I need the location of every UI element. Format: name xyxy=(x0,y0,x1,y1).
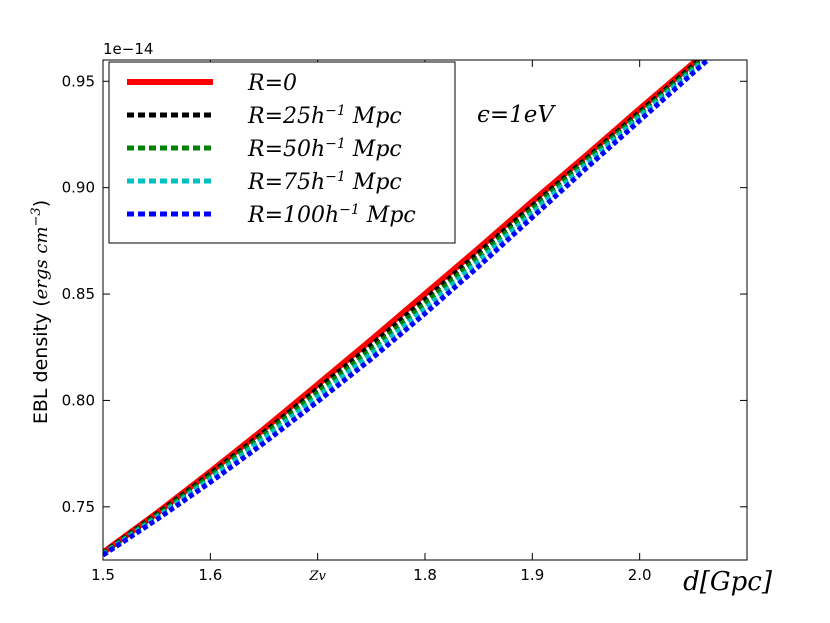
y-axis-label-exp: −3 xyxy=(29,207,44,226)
y-offset-text: 1e−14 xyxy=(103,40,153,58)
x-tick-label-4: 1.9 xyxy=(520,566,544,584)
series-line-1 xyxy=(103,60,704,556)
x-axis-label: d[Gpc] xyxy=(683,567,773,597)
legend-label-1: R=25h−1 Mpc xyxy=(247,103,402,129)
x-tick-label-0: 1.5 xyxy=(91,566,115,584)
legend-label-3: R=75h−1 Mpc xyxy=(247,169,402,195)
series-layer xyxy=(103,60,712,558)
series-line-3 xyxy=(103,60,708,557)
legend: R=0 R=25h−1 Mpc R=50h−1 Mpc R=75h−1 Mpc R=10… xyxy=(108,61,456,244)
y-tick-label-3: 0.90 xyxy=(62,179,95,197)
plot-frame xyxy=(102,59,748,561)
x-tick-label-1: 1.6 xyxy=(198,566,222,584)
y-tick-label-0: 0.75 xyxy=(62,498,95,516)
x-axis-ticks: 1.5 1.6 Zv 1.8 1.9 2.0 xyxy=(91,60,652,584)
y-axis-label: EBL density (ergs cm−3) xyxy=(29,200,53,424)
energy-annotation: ϵ=1eV xyxy=(477,102,556,128)
y-tick-label-4: 0.95 xyxy=(62,72,95,90)
legend-entries: R=0 R=25h−1 Mpc R=50h−1 Mpc R=75h−1 Mpc R=10… xyxy=(127,71,416,228)
y-axis-ticks: 0.75 0.80 0.85 0.90 0.95 xyxy=(62,72,747,516)
y-tick-label-2: 0.85 xyxy=(62,285,95,303)
legend-label-0: R=0 xyxy=(247,71,297,96)
y-axis-label-text: EBL density ( xyxy=(30,299,52,424)
x-tick-label-3: 1.8 xyxy=(413,566,437,584)
y-tick-label-1: 0.80 xyxy=(62,391,95,409)
legend-label-4: R=100h−1 Mpc xyxy=(247,202,416,228)
legend-label-2: R=50h−1 Mpc xyxy=(247,136,402,162)
y-axis-label-math: ergs cm xyxy=(31,226,52,299)
y-axis-label-close: ) xyxy=(30,200,52,207)
series-line-4 xyxy=(103,60,712,558)
x-tick-label-2: Zv xyxy=(308,569,326,584)
x-tick-label-5: 2.0 xyxy=(628,566,652,584)
